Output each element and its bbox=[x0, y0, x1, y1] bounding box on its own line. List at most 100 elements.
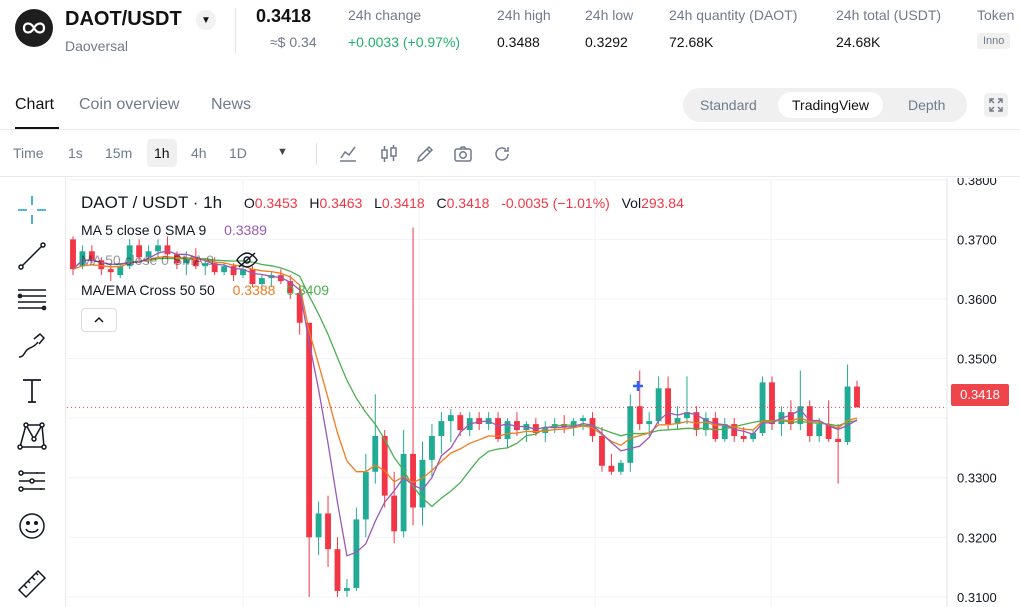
stat-label: 24h high bbox=[497, 7, 551, 23]
candle-body bbox=[145, 251, 152, 258]
candle-body bbox=[400, 453, 407, 532]
candle-body bbox=[381, 435, 388, 496]
stat-value: 0.3292 bbox=[585, 34, 628, 50]
low-label: L bbox=[374, 195, 382, 211]
volume-value: 293.84 bbox=[641, 195, 684, 211]
active-tab-indicator bbox=[15, 127, 59, 129]
brush-icon[interactable] bbox=[16, 330, 48, 362]
timeframe-4h[interactable]: 4h bbox=[191, 145, 207, 161]
stat-value: 24.68K bbox=[836, 34, 881, 50]
candle-body bbox=[410, 453, 416, 508]
candle-body bbox=[126, 245, 133, 267]
fullscreen-icon[interactable] bbox=[984, 93, 1008, 117]
chevron-up-icon bbox=[94, 316, 104, 323]
ma50-legend: MA 50 close 0 SMA 9 bbox=[81, 252, 214, 268]
change-value: -0.0035 (−1.01%) bbox=[501, 195, 610, 211]
open-value: 0.3453 bbox=[254, 195, 298, 211]
open-label: O bbox=[243, 195, 255, 211]
emoji-icon[interactable] bbox=[16, 510, 48, 542]
tab-news[interactable]: News bbox=[211, 96, 252, 113]
cross-value-1: 0.3388 bbox=[232, 282, 276, 298]
chart-area[interactable]: 0.3800 0.3700 0.3600 0.3500 0.3300 0.3200 0.31… bbox=[67, 178, 1020, 607]
candle-body bbox=[655, 388, 662, 422]
draw-icon[interactable] bbox=[415, 144, 435, 164]
ma50-label: MA 50 close 0 SMA 9 bbox=[81, 252, 215, 268]
pair-subname: Daoversal bbox=[65, 38, 129, 54]
chart-toolbar: Time 1s 15m 1h 4h 1D ▼ bbox=[0, 131, 1020, 177]
candle-body bbox=[825, 424, 832, 439]
candle-body bbox=[627, 406, 634, 463]
candle-body bbox=[202, 263, 209, 267]
timeframe-more-icon[interactable]: ▼ bbox=[277, 146, 288, 158]
chart-tabs-row: Chart Coin overview News Standard Tradin… bbox=[0, 80, 1020, 130]
pair-title[interactable]: DAOT/USDT bbox=[65, 8, 182, 30]
tab-coin-overview[interactable]: Coin overview bbox=[79, 96, 180, 113]
candle-body bbox=[230, 266, 237, 276]
timeframe-1s[interactable]: 1s bbox=[68, 145, 83, 161]
candle-body bbox=[296, 292, 303, 323]
stat-value: 0.3488 bbox=[497, 34, 540, 50]
header-divider bbox=[235, 8, 236, 54]
candle-body bbox=[693, 412, 700, 431]
collapse-legend-button[interactable] bbox=[81, 308, 117, 332]
fib-lines-icon[interactable] bbox=[16, 284, 48, 316]
candle-body bbox=[438, 421, 445, 436]
stat-label: 24h quantity (DAOT) bbox=[669, 7, 798, 23]
candle-body bbox=[570, 421, 577, 428]
candle-body bbox=[854, 386, 860, 408]
high-value: 0.3463 bbox=[319, 195, 363, 211]
volume-label: Vol bbox=[621, 195, 642, 211]
ma-ema-cross-legend: MA/EMA Cross 50 50 0.3388 0.3409 bbox=[81, 282, 329, 298]
trend-line-icon[interactable] bbox=[16, 240, 48, 272]
pair-dropdown-icon[interactable]: ▼ bbox=[196, 10, 216, 30]
candle-body bbox=[334, 549, 341, 591]
text-icon[interactable] bbox=[16, 374, 48, 406]
view-tradingview[interactable]: TradingView bbox=[778, 92, 884, 118]
ma5-legend: MA 5 close 0 SMA 9 0.3389 bbox=[81, 222, 267, 238]
stat-24h-total: 24h total (USDT) 24.68K bbox=[836, 7, 941, 50]
candle-body bbox=[797, 406, 804, 425]
candle-type-icon[interactable] bbox=[379, 144, 399, 164]
candlestick-chart[interactable]: 0.3800 0.3700 0.3600 0.3500 0.3300 0.3200 0.31… bbox=[67, 178, 1020, 607]
hidden-eye-icon[interactable] bbox=[235, 251, 259, 269]
price-tick-label: 0.3100 bbox=[957, 590, 997, 605]
close-value: 0.3418 bbox=[446, 195, 490, 211]
price-tick-label: 0.3800 bbox=[957, 178, 997, 188]
candle-body bbox=[759, 382, 766, 434]
candle-body bbox=[457, 415, 464, 431]
candle-body bbox=[419, 459, 426, 508]
candle-body bbox=[240, 269, 246, 276]
close-label: C bbox=[436, 195, 447, 211]
candle-body bbox=[532, 424, 539, 434]
pattern-icon[interactable] bbox=[16, 419, 48, 451]
indicator-icon[interactable] bbox=[338, 144, 358, 164]
forecast-icon[interactable] bbox=[16, 465, 48, 497]
price-tick-label: 0.3700 bbox=[957, 232, 997, 247]
candle-body bbox=[636, 406, 643, 425]
timeframe-1d[interactable]: 1D bbox=[229, 145, 247, 161]
toolbar-divider bbox=[316, 143, 317, 165]
timeframe-15m[interactable]: 15m bbox=[105, 145, 133, 161]
last-price: 0.3418 bbox=[256, 6, 312, 26]
candle-body bbox=[107, 269, 114, 273]
candle-body bbox=[249, 269, 256, 285]
candle-body bbox=[589, 418, 596, 436]
candle-body bbox=[787, 412, 794, 425]
view-standard[interactable]: Standard bbox=[700, 97, 757, 113]
candle-body bbox=[599, 435, 605, 466]
tab-chart[interactable]: Chart bbox=[15, 96, 55, 113]
view-depth[interactable]: Depth bbox=[908, 97, 946, 113]
stat-value: +0.0033 (+0.97%) bbox=[348, 34, 461, 50]
reload-icon[interactable] bbox=[492, 144, 512, 164]
price-tick-label: 0.3300 bbox=[957, 471, 997, 486]
timeframe-1h[interactable]: 1h bbox=[147, 139, 177, 167]
candle-body bbox=[353, 519, 360, 588]
screenshot-icon[interactable] bbox=[453, 144, 473, 164]
crosshair-icon[interactable] bbox=[16, 194, 48, 226]
stat-24h-change: 24h change +0.0033 (+0.97%) bbox=[348, 7, 460, 50]
candle-body bbox=[70, 239, 76, 270]
candle-body bbox=[258, 278, 265, 285]
ruler-icon[interactable] bbox=[16, 568, 48, 600]
candle-body bbox=[211, 263, 218, 273]
candle-body bbox=[325, 513, 331, 550]
